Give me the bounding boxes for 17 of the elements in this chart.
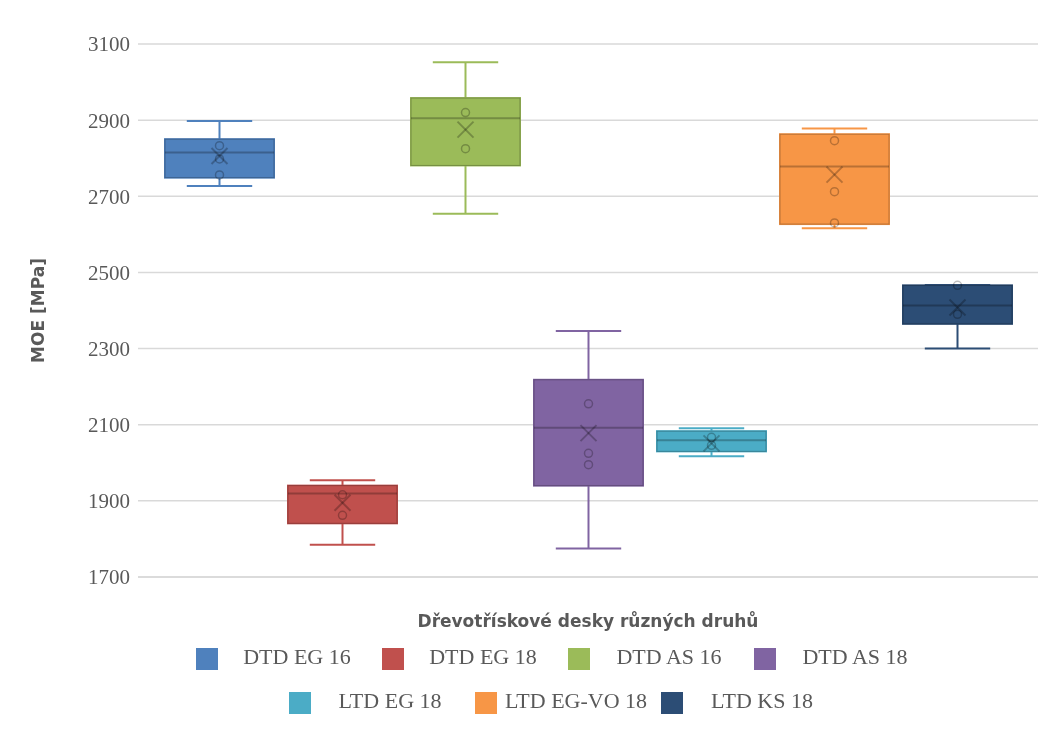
x-axis-title: Dřevotřískové desky různých druhů <box>417 610 759 631</box>
y-tick-label: 1900 <box>88 489 130 514</box>
legend-label: LTD KS 18 <box>710 687 814 715</box>
y-tick-label: 2700 <box>88 184 130 209</box>
y-tick-label: 2300 <box>88 337 130 362</box>
y-tick-label: 2900 <box>88 108 130 133</box>
y-tick-label: 2500 <box>88 260 130 285</box>
legend-label: DTD AS 16 <box>615 643 723 671</box>
y-tick-label: 2100 <box>88 413 130 438</box>
legend-label: DTD EG 18 <box>428 643 538 671</box>
y-axis-title: MOE [MPa] <box>28 258 49 363</box>
y-tick-label: 1700 <box>88 565 130 590</box>
legend-label: LTD EG-VO 18 <box>503 687 649 715</box>
legend-label: DTD EG 16 <box>242 643 352 671</box>
y-tick-label: 3100 <box>88 32 130 57</box>
legend-label: LTD EG 18 <box>337 687 443 715</box>
legend-label: DTD AS 18 <box>801 643 909 671</box>
